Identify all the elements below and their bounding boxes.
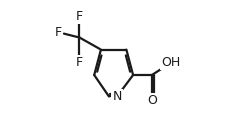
Text: F: F — [76, 56, 83, 70]
Text: O: O — [147, 94, 157, 107]
Text: N: N — [112, 90, 122, 103]
Text: F: F — [55, 26, 62, 39]
Text: OH: OH — [161, 56, 180, 70]
Text: F: F — [76, 10, 83, 23]
